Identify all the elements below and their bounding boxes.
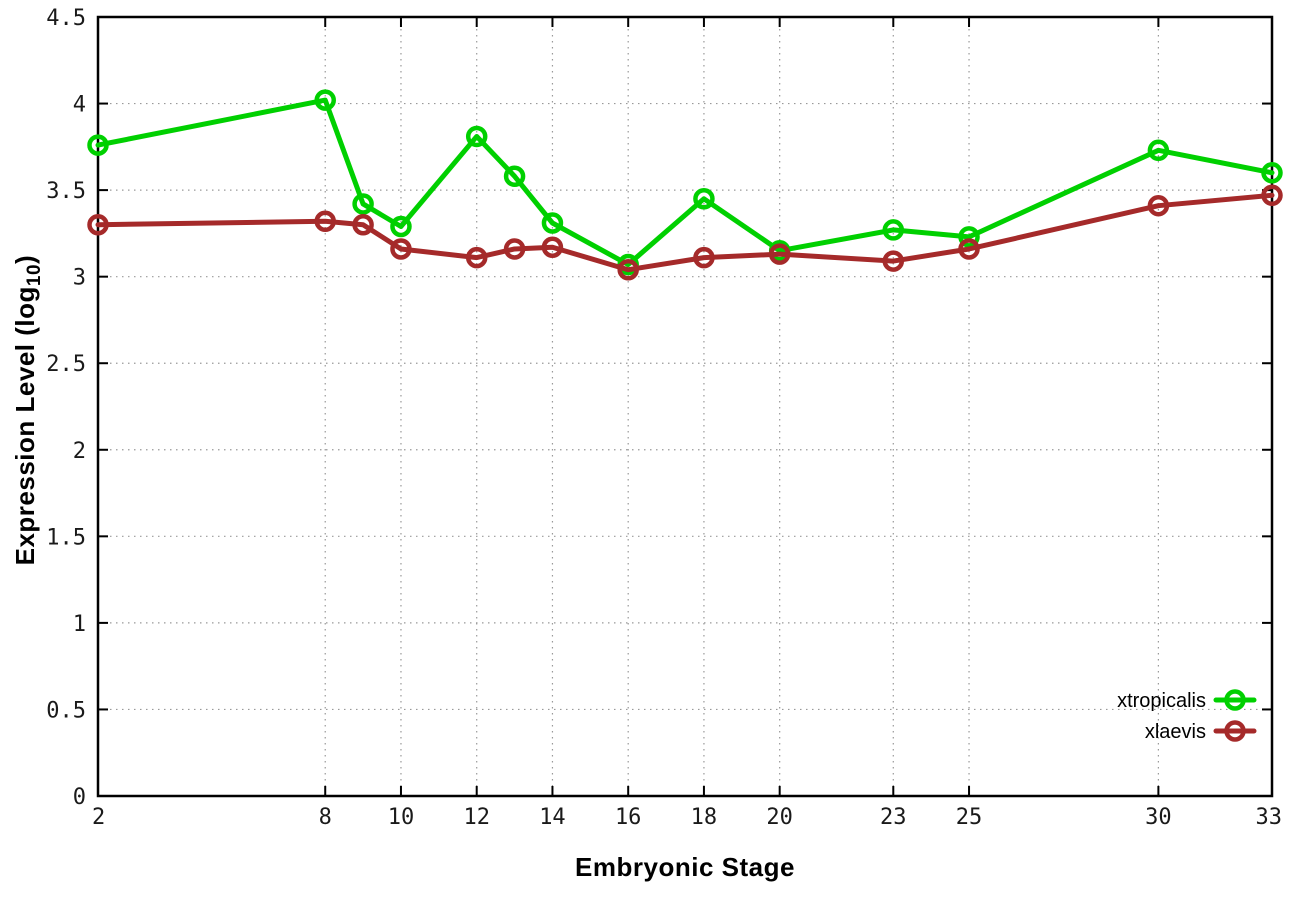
y-axis-label-main: Expression Level (log xyxy=(9,286,40,566)
data-point-xtropicalis xyxy=(465,125,488,148)
data-point-xlaevis xyxy=(352,213,374,236)
y-tick-label: 1.5 xyxy=(46,525,86,550)
y-axis-label: Expression Level (log10) xyxy=(10,210,46,610)
data-point-xlaevis xyxy=(768,243,791,265)
x-tick-label: 8 xyxy=(319,805,332,830)
y-tick-label: 2 xyxy=(73,439,86,464)
y-tick-label: 1 xyxy=(73,612,86,637)
data-point-xtropicalis xyxy=(693,188,715,210)
x-tick-label: 10 xyxy=(388,805,415,830)
series-line-xlaevis xyxy=(95,192,1275,273)
data-point-xlaevis xyxy=(617,258,639,281)
data-point-xlaevis xyxy=(882,250,905,272)
y-tick-label: 4 xyxy=(73,93,86,118)
legend-label-xlaevis: xlaevis xyxy=(1145,721,1206,743)
data-point-xtropicalis xyxy=(958,226,980,248)
legend-label-xtropicalis: xtropicalis xyxy=(1117,690,1206,712)
y-tick-label: 3 xyxy=(73,266,86,291)
x-tick-label: 33 xyxy=(1256,805,1283,830)
legend-marker-xtropicalis xyxy=(1224,689,1246,711)
data-point-xtropicalis xyxy=(503,165,526,188)
x-tick-label: 14 xyxy=(539,805,566,830)
legend-marker-xlaevis xyxy=(1224,720,1246,742)
data-point-xtropicalis xyxy=(882,219,905,241)
y-tick-label: 0.5 xyxy=(46,698,86,723)
plot-border xyxy=(96,15,1274,798)
data-point-xlaevis xyxy=(87,213,109,236)
data-point-xlaevis xyxy=(1147,194,1170,217)
x-tick-label: 18 xyxy=(691,805,718,830)
data-point-xlaevis xyxy=(503,238,526,260)
data-point-xtropicalis xyxy=(390,215,412,238)
data-point-xlaevis xyxy=(693,246,715,269)
data-point-xtropicalis xyxy=(541,212,564,234)
y-tick-label: 4.5 xyxy=(46,6,86,31)
data-point-xtropicalis xyxy=(352,193,374,215)
data-point-xtropicalis xyxy=(1261,162,1283,184)
data-point-xlaevis xyxy=(465,246,488,269)
data-point-xtropicalis xyxy=(1147,139,1170,162)
y-tick-label: 0 xyxy=(73,785,86,810)
x-tick-label: 25 xyxy=(956,805,983,830)
data-point-xtropicalis xyxy=(87,134,109,156)
x-tick-label: 30 xyxy=(1145,805,1172,830)
x-tick-label: 23 xyxy=(880,805,907,830)
data-point-xlaevis xyxy=(314,210,336,233)
y-axis-label-close: ) xyxy=(9,254,40,264)
x-tick-label: 16 xyxy=(615,805,642,830)
y-tick-label: 2.5 xyxy=(46,352,86,377)
x-tick-label: 12 xyxy=(463,805,490,830)
y-axis-label-subscript: 10 xyxy=(24,263,46,287)
data-point-xtropicalis xyxy=(314,89,336,111)
x-axis-label: Embryonic Stage xyxy=(575,852,795,882)
data-point-xlaevis xyxy=(1261,184,1283,207)
x-tick-label: 20 xyxy=(766,805,793,830)
data-point-xlaevis xyxy=(958,238,980,260)
y-tick-label: 3.5 xyxy=(46,179,86,204)
series-line-xtropicalis xyxy=(95,97,1275,268)
data-point-xlaevis xyxy=(541,236,564,258)
data-point-xlaevis xyxy=(390,238,412,260)
x-tick-label: 2 xyxy=(92,805,105,830)
